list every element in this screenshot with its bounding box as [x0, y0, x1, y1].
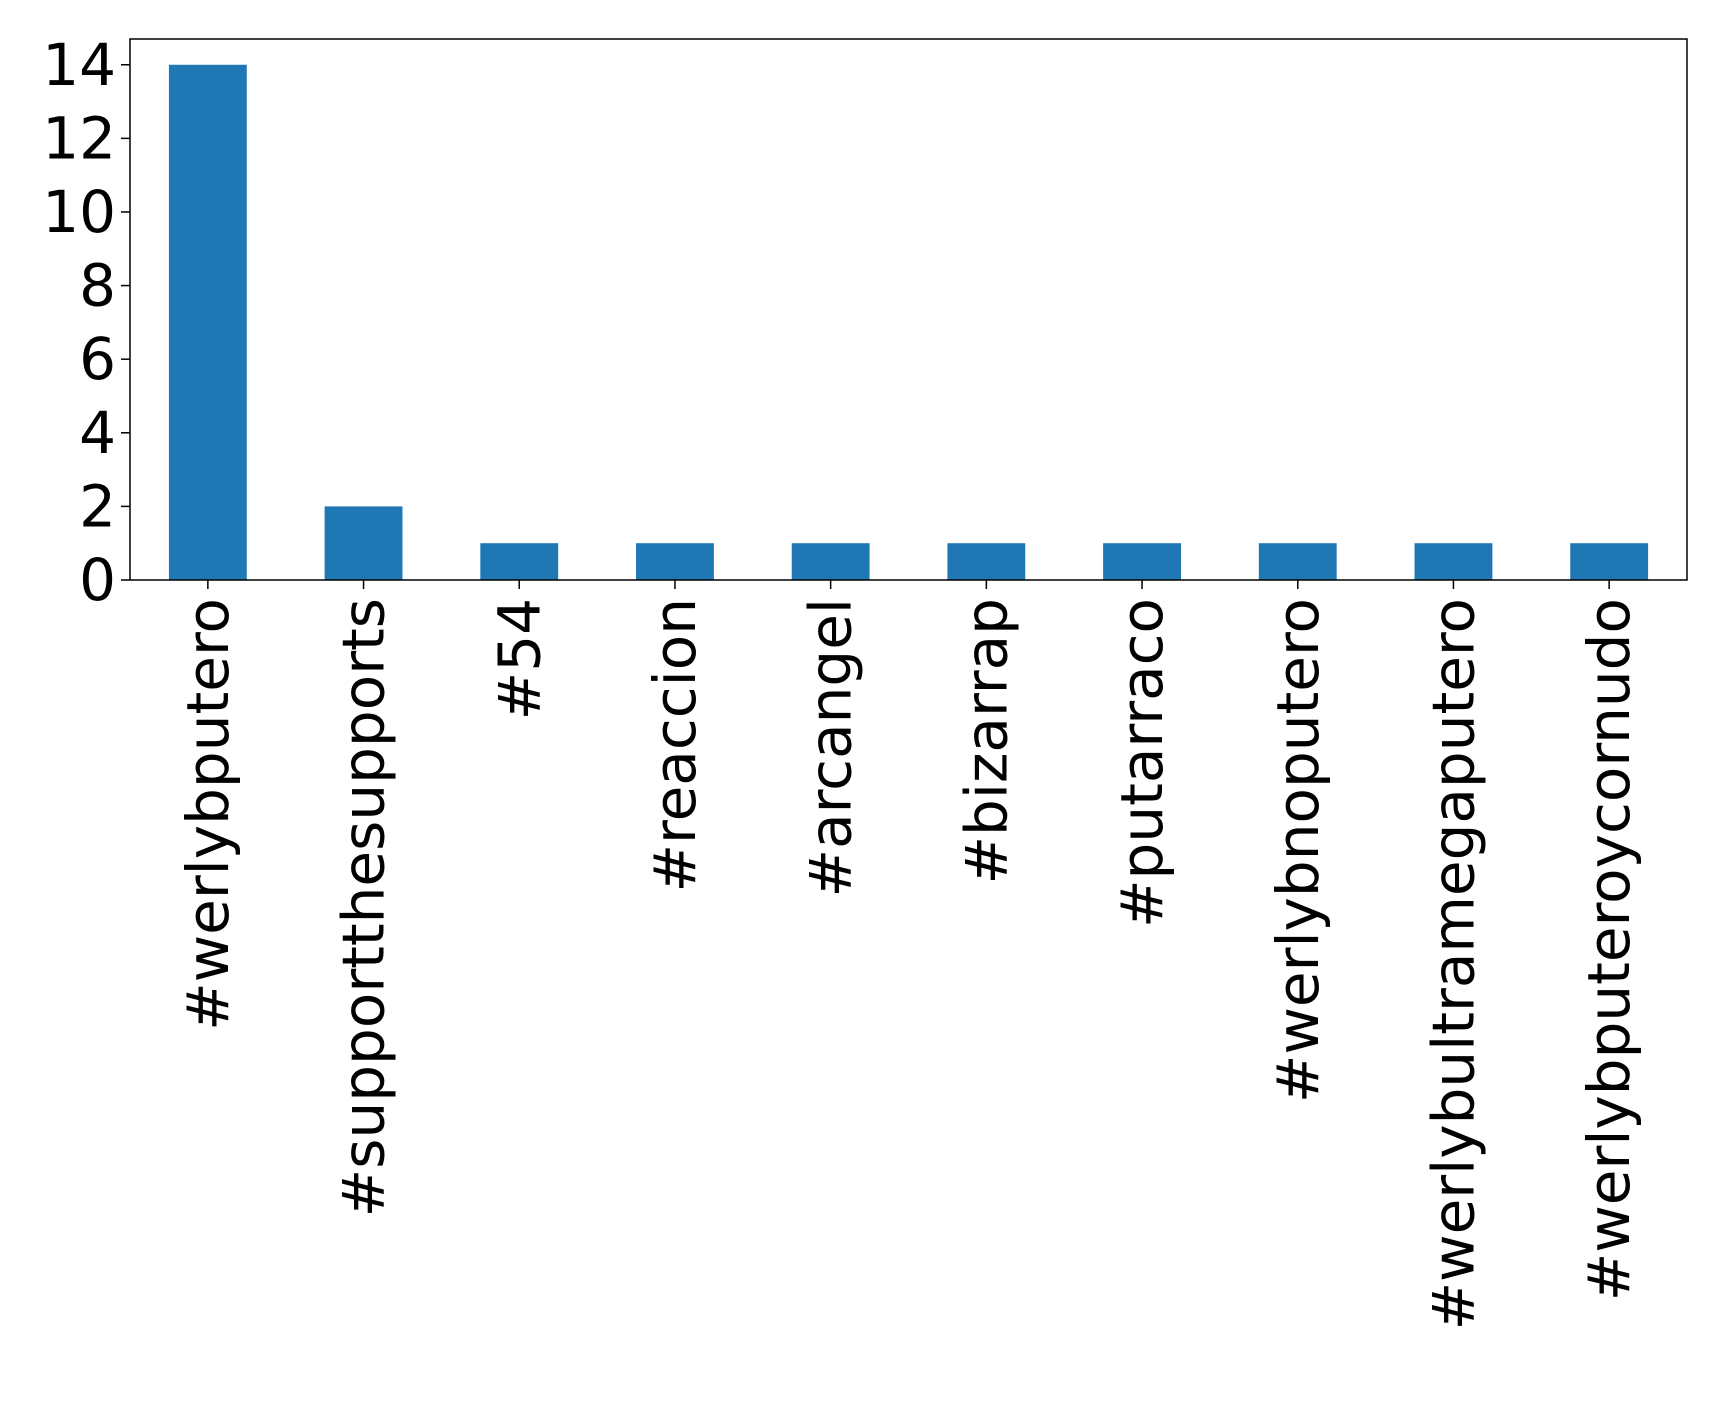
- x-tick-label: #werlybultramegaputero: [1419, 598, 1487, 1330]
- x-tick-label: #54: [485, 598, 553, 720]
- bar: [1570, 543, 1649, 580]
- bar: [1414, 543, 1493, 580]
- bar: [947, 543, 1026, 580]
- bar: [480, 543, 559, 580]
- bar: [1103, 543, 1181, 580]
- x-axis-ticks: #werlybputero #supportthesupports #54 #reac…: [174, 580, 1643, 1330]
- x-tick-label: #werlybnoputero: [1264, 598, 1332, 1103]
- x-tick-label: #reaccion: [641, 598, 709, 893]
- x-tick-label: #werlybputeroycornudo: [1575, 598, 1643, 1301]
- y-tick-label: 14: [42, 31, 116, 99]
- x-tick-label: #putarraco: [1108, 598, 1176, 928]
- bar: [636, 543, 714, 580]
- x-tick-label: #bizarrap: [952, 598, 1020, 885]
- y-tick-label: 0: [79, 546, 116, 614]
- x-tick-label: #supportthesupports: [330, 598, 398, 1217]
- plot-frame: [129, 38, 1688, 581]
- bar: [791, 543, 870, 580]
- y-tick-label: 2: [79, 472, 116, 540]
- y-tick-label: 4: [79, 399, 116, 467]
- x-tick-label: #arcangel: [797, 598, 865, 898]
- bars-layer: [168, 64, 1649, 580]
- y-tick-label: 8: [79, 252, 116, 320]
- x-tick-label: #werlybputero: [174, 598, 242, 1031]
- bar: [1258, 543, 1337, 580]
- bar: [168, 64, 247, 580]
- y-tick-label: 6: [79, 325, 116, 393]
- y-tick-label: 10: [42, 178, 116, 246]
- bar: [324, 506, 403, 580]
- y-tick-label: 12: [42, 104, 116, 172]
